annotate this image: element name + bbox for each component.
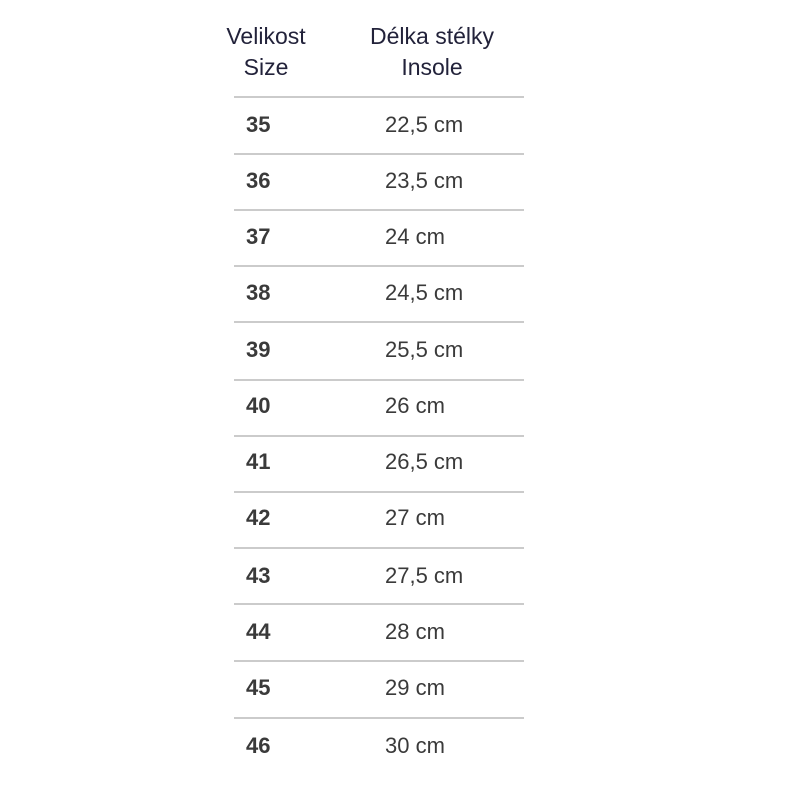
row-divider <box>234 321 524 323</box>
size-cell: 43 <box>246 563 271 588</box>
insole-cell: 27,5 cm <box>385 563 464 588</box>
size-cell: 37 <box>246 224 271 249</box>
insole-cell: 23,5 cm <box>385 168 464 193</box>
size-cell: 46 <box>246 733 271 758</box>
size-cell: 44 <box>246 619 271 644</box>
size-cell: 38 <box>246 280 271 305</box>
insole-cell: 24 cm <box>385 224 445 249</box>
row-divider <box>234 265 524 267</box>
row-divider <box>234 717 524 719</box>
table-row: 40 26 cm <box>0 392 800 448</box>
table-row: 39 25,5 cm <box>0 336 800 392</box>
row-divider <box>234 547 524 549</box>
insole-cell: 28 cm <box>385 619 445 644</box>
table-row: 43 27,5 cm <box>0 562 800 618</box>
column-header-insole-en: Insole <box>401 54 463 80</box>
table-row: 35 22,5 cm <box>0 111 800 167</box>
size-cell: 45 <box>246 675 271 700</box>
row-divider <box>234 379 524 381</box>
table-row: 44 28 cm <box>0 618 800 674</box>
row-divider <box>234 435 524 437</box>
column-header-size-en: Size <box>243 54 289 80</box>
insole-cell: 22,5 cm <box>385 112 464 137</box>
row-divider <box>234 96 524 98</box>
column-header-insole: Délka stélky Insole <box>352 21 512 83</box>
insole-cell: 24,5 cm <box>385 280 464 305</box>
insole-cell: 27 cm <box>385 505 445 530</box>
column-header-insole-cz: Délka stélky <box>370 23 494 49</box>
insole-cell: 30 cm <box>385 733 445 758</box>
table-row: 46 30 cm <box>0 732 800 788</box>
insole-cell: 26,5 cm <box>385 449 464 474</box>
row-divider <box>234 660 524 662</box>
table-row: 37 24 cm <box>0 223 800 279</box>
table-row: 41 26,5 cm <box>0 448 800 504</box>
table-row: 42 27 cm <box>0 504 800 560</box>
row-divider <box>234 209 524 211</box>
table-row: 38 24,5 cm <box>0 279 800 335</box>
insole-cell: 25,5 cm <box>385 337 464 362</box>
column-header-size: Velikost Size <box>206 21 326 83</box>
insole-cell: 29 cm <box>385 675 445 700</box>
size-cell: 36 <box>246 168 271 193</box>
column-header-size-cz: Velikost <box>226 23 306 49</box>
size-cell: 35 <box>246 112 271 137</box>
row-divider <box>234 603 524 605</box>
table-row: 36 23,5 cm <box>0 167 800 223</box>
size-cell: 42 <box>246 505 271 530</box>
insole-cell: 26 cm <box>385 393 445 418</box>
row-divider <box>234 153 524 155</box>
size-cell: 39 <box>246 337 271 362</box>
size-cell: 41 <box>246 449 271 474</box>
table-row: 45 29 cm <box>0 674 800 730</box>
size-cell: 40 <box>246 393 271 418</box>
row-divider <box>234 491 524 493</box>
